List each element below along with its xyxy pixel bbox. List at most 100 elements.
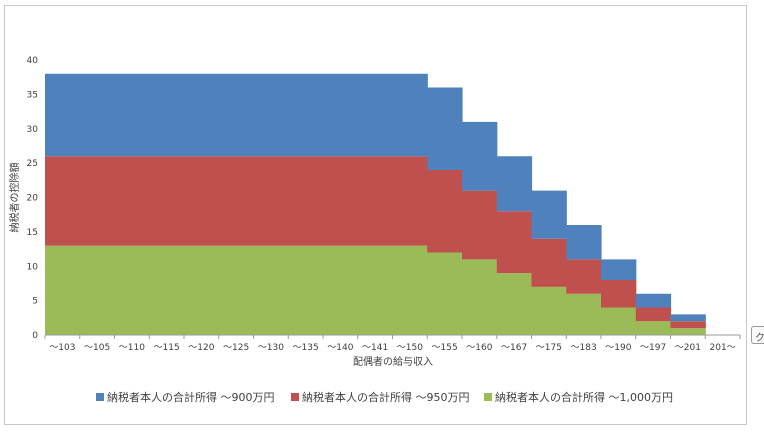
area-segment <box>670 314 706 322</box>
x-tick-label: ～141 <box>362 343 388 353</box>
area-segment <box>45 73 81 157</box>
area-segment <box>79 245 116 336</box>
x-tick-label: ～135 <box>293 343 319 353</box>
x-tick-label: ～103 <box>49 343 75 353</box>
x-tick-label: ～201 <box>675 343 701 353</box>
y-axis-title: 納税者の控除額 <box>8 163 21 233</box>
area-segment <box>184 156 220 246</box>
legend: 納税者本人の合計所得 ～900万円 納税者本人の合計所得 ～950万円 納税者本人の… <box>96 390 673 404</box>
area-segment <box>184 73 220 157</box>
chart-area[interactable]: 0 5 10 15 20 25 30 35 40 ～103 ～105 ～110 ～115 ～120 ～125… <box>4 5 747 425</box>
area-segment <box>288 73 324 157</box>
area-segment <box>357 156 394 246</box>
area-segment <box>462 121 498 191</box>
area-segment <box>357 245 394 336</box>
area-segment <box>79 156 116 246</box>
area-segment <box>531 238 567 287</box>
area-segment <box>253 156 289 246</box>
area-segment <box>427 252 463 335</box>
y-tick-label: 5 <box>32 297 38 307</box>
area-segment <box>323 156 359 246</box>
y-tick-label: 30 <box>27 125 39 135</box>
area-segment <box>427 170 463 253</box>
area-segment <box>531 190 567 239</box>
area-segment <box>45 245 81 336</box>
area-segment <box>149 73 185 157</box>
side-handle-button[interactable]: ク <box>751 326 764 344</box>
series-0 <box>45 245 706 336</box>
axes: 0 5 10 15 20 25 30 35 40 ～103 ～105 ～110 ～115 ～120 ～125… <box>27 56 741 353</box>
legend-item: 納税者本人の合計所得 ～900万円 <box>96 390 275 404</box>
area-segment <box>357 73 394 157</box>
x-tick-label: ～110 <box>119 343 145 353</box>
x-tick-label: ～105 <box>84 343 110 353</box>
x-tick-label: ～115 <box>154 343 180 353</box>
x-tick-label: ～175 <box>536 343 562 353</box>
x-tick-label: ～160 <box>466 343 492 353</box>
area-segment <box>149 156 185 246</box>
x-tick-label: ～150 <box>397 343 423 353</box>
area-segment <box>496 273 533 336</box>
area-segment <box>462 190 498 260</box>
y-tick-label: 25 <box>27 159 38 169</box>
series-2 <box>45 73 706 322</box>
x-tick-label: ～167 <box>501 343 527 353</box>
legend-swatch <box>96 393 104 401</box>
y-tick-label: 10 <box>27 262 39 272</box>
y-tick-label: 15 <box>27 228 38 238</box>
area-segment <box>635 321 672 335</box>
x-tick-label: ～183 <box>571 343 597 353</box>
area-segment <box>601 280 637 308</box>
area-segment <box>496 211 533 274</box>
y-tick-label: 20 <box>27 194 39 204</box>
legend-item: 納税者本人の合計所得 ～950万円 <box>291 390 470 404</box>
legend-label: 納税者本人の合計所得 ～900万円 <box>107 390 275 404</box>
area-segment <box>79 73 116 157</box>
y-tick-label: 0 <box>32 331 38 341</box>
area-segment <box>566 293 602 335</box>
x-tick-label: ～125 <box>223 343 249 353</box>
area-segment <box>392 245 428 336</box>
area-segment <box>114 73 150 157</box>
x-tick-label: ～120 <box>188 343 214 353</box>
x-tick-label: ～155 <box>432 343 458 353</box>
area-segment <box>566 259 602 294</box>
area-segment <box>184 245 220 336</box>
area-segment <box>253 73 289 157</box>
legend-item: 納税者本人の合計所得 ～1,000万円 <box>484 390 673 404</box>
area-segment <box>218 156 255 246</box>
x-tick-label: ～197 <box>640 343 666 353</box>
x-tick-label: 201～ <box>710 343 736 353</box>
area-segment <box>392 156 428 246</box>
area-segment <box>566 225 602 260</box>
area-segment <box>45 156 81 246</box>
y-tick-label: 35 <box>27 90 38 100</box>
area-segment <box>635 307 672 322</box>
legend-swatch <box>484 393 492 401</box>
legend-label: 納税者本人の合計所得 ～1,000万円 <box>495 390 673 404</box>
x-tick-label: ～190 <box>605 343 631 353</box>
area-segment <box>392 73 428 157</box>
area-segment <box>253 245 289 336</box>
series-1 <box>45 156 706 329</box>
y-tick-label: 40 <box>27 56 39 66</box>
handle-glyph: ク <box>755 333 764 344</box>
area-segment <box>601 259 637 281</box>
area-segment <box>323 73 359 157</box>
area-segment <box>462 259 498 336</box>
area-segment <box>601 307 637 335</box>
area-segment <box>114 156 150 246</box>
area-segment <box>670 321 706 329</box>
area-segment <box>635 293 672 308</box>
x-axis-title: 配偶者の給与収入 <box>353 355 433 368</box>
area-segment <box>149 245 185 336</box>
area-segment <box>218 73 255 157</box>
area-segment <box>427 87 463 170</box>
plot-area <box>45 73 706 336</box>
x-tick-label: ～130 <box>258 343 284 353</box>
area-segment <box>496 156 533 212</box>
area-segment <box>114 245 150 336</box>
area-segment <box>531 286 567 336</box>
area-segment <box>288 245 324 336</box>
